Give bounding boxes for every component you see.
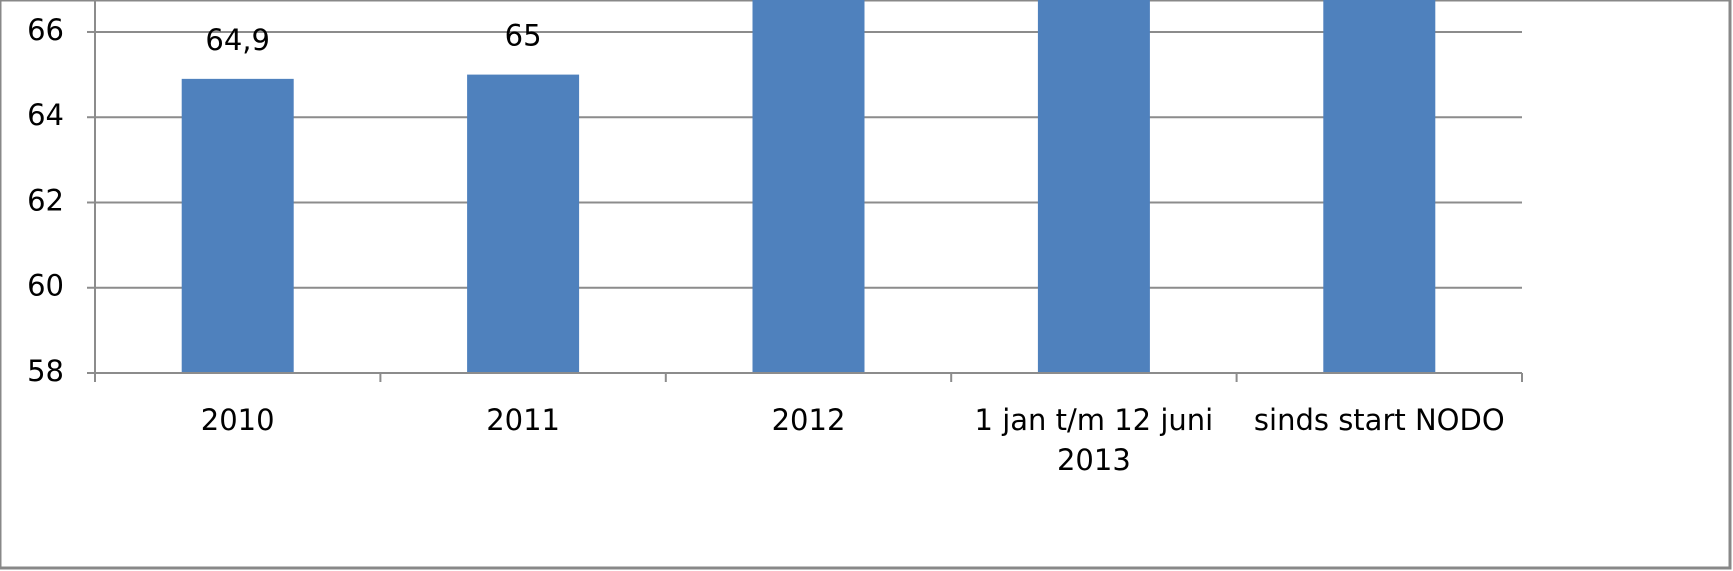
y-tick-label: 64 [27, 98, 64, 132]
bar [1323, 0, 1436, 373]
x-tick-label: 2012 [771, 403, 846, 437]
x-tick-label: 2011 [486, 403, 560, 437]
x-tick-label: 2010 [200, 403, 275, 437]
y-tick-label: 66 [27, 13, 64, 47]
data-label: 65 [505, 19, 542, 53]
y-tick-label: 62 [27, 183, 64, 217]
bar [467, 74, 580, 373]
bar [752, 0, 865, 373]
y-tick-label: 60 [27, 269, 64, 303]
bar [181, 78, 294, 373]
x-tick-label: 1 jan t/m 12 juni 2013 [974, 403, 1214, 477]
y-tick-label: 58 [27, 354, 64, 388]
data-label: 64,9 [205, 23, 270, 57]
x-tick-label: sinds start NODO [1253, 403, 1505, 437]
bar [1037, 0, 1150, 373]
